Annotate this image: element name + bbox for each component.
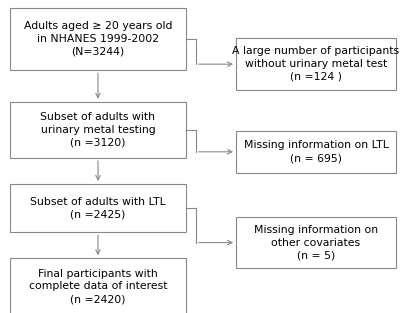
FancyBboxPatch shape [236,131,396,173]
FancyBboxPatch shape [10,184,186,232]
Text: Final participants with
complete data of interest
(n =2420): Final participants with complete data of… [29,269,167,304]
Text: Missing information on LTL
(n = 695): Missing information on LTL (n = 695) [244,141,388,163]
FancyBboxPatch shape [10,102,186,158]
Text: Adults aged ≥ 20 years old
in NHANES 1999-2002
(N=3244): Adults aged ≥ 20 years old in NHANES 199… [24,21,172,57]
FancyBboxPatch shape [10,258,186,313]
FancyBboxPatch shape [236,217,396,268]
Text: Subset of adults with LTL
(n =2425): Subset of adults with LTL (n =2425) [30,197,166,219]
Text: Subset of adults with
urinary metal testing
(n =3120): Subset of adults with urinary metal test… [40,112,156,148]
FancyBboxPatch shape [10,8,186,70]
Text: A large number of participants
without urinary metal test
(n =124 ): A large number of participants without u… [232,46,400,82]
Text: Missing information on
other covariates
(n = 5): Missing information on other covariates … [254,225,378,260]
FancyBboxPatch shape [236,38,396,90]
